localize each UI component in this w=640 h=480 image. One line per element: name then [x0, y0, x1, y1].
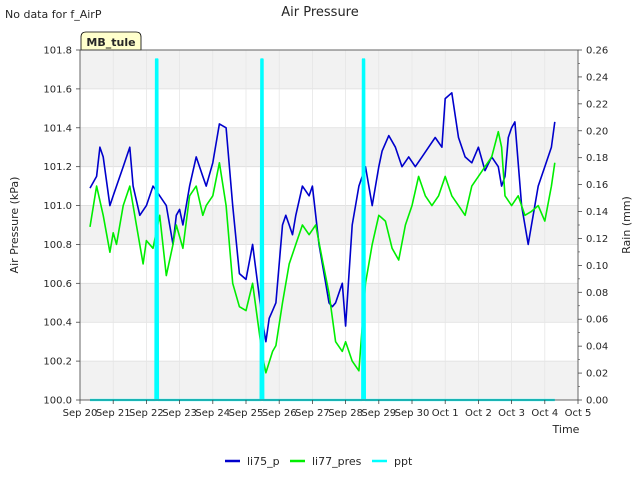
x-tick-label: Sep 23 [162, 408, 197, 419]
x-tick-label: Sep 28 [328, 408, 363, 419]
legend-label-li75_p: li75_p [247, 455, 280, 468]
x-tick-label: Sep 21 [96, 408, 131, 419]
y2-tick-label: 0.12 [586, 234, 608, 245]
y2-tick-label: 0.26 [586, 46, 608, 57]
x-tick-label: Oct 5 [565, 408, 592, 419]
y-axis-label: Air Pressure (kPa) [8, 177, 21, 274]
station-badge: MB_tule [80, 31, 142, 51]
y2-axis-label: Rain (mm) [620, 196, 633, 254]
x-tick-label: Oct 2 [465, 408, 492, 419]
x-tick-label: Sep 26 [262, 408, 297, 419]
y-tick-label: 100.6 [43, 279, 72, 290]
x-tick-label: Oct 4 [531, 408, 558, 419]
y-tick-label: 100.4 [43, 318, 72, 329]
y2-tick-label: 0.04 [586, 342, 608, 353]
y2-tick-label: 0.14 [586, 207, 608, 218]
x-tick-label: Sep 30 [395, 408, 430, 419]
y2-tick-label: 0.06 [586, 315, 608, 326]
plot-band [80, 205, 578, 245]
y2-tick-label: 0.16 [586, 180, 608, 191]
x-tick-label: Sep 29 [361, 408, 396, 419]
chart-title: Air Pressure [281, 5, 359, 20]
x-tick-label: Oct 1 [432, 408, 459, 419]
y2-tick-label: 0.00 [586, 396, 608, 407]
plot-band [80, 361, 578, 400]
y2-tick-label: 0.08 [586, 288, 608, 299]
legend: li75_p li77_pres ppt [225, 455, 413, 468]
legend-label-ppt: ppt [394, 455, 413, 468]
y2-tick-label: 0.10 [586, 261, 608, 272]
y-tick-label: 101.4 [43, 123, 72, 134]
y-tick-label: 100.0 [43, 396, 72, 407]
y2-tick-label: 0.22 [586, 99, 608, 110]
plot-area [79, 49, 579, 401]
no-data-note: No data for f_AirP [5, 8, 102, 21]
station-badge-label: MB_tule [86, 36, 135, 49]
y-tick-label: 100.8 [43, 240, 72, 251]
y-tick-label: 101.8 [43, 46, 72, 57]
y-tick-label: 101.2 [43, 162, 72, 173]
series-line-li77_pres [89, 130, 556, 374]
x-tick-label: Oct 3 [498, 408, 525, 419]
x-axis-label: Time [552, 423, 580, 436]
x-tick-label: Sep 24 [195, 408, 230, 419]
y-tick-label: 101.0 [43, 201, 72, 212]
y2-tick-label: 0.02 [586, 369, 608, 380]
y-tick-label: 101.6 [43, 84, 72, 95]
y2-tick-label: 0.18 [586, 153, 608, 164]
plot-band [80, 50, 578, 89]
x-tick-label: Sep 25 [229, 408, 264, 419]
y2-tick-label: 0.20 [586, 126, 608, 137]
y-tick-label: 100.2 [43, 357, 72, 368]
x-tick-label: Sep 20 [63, 408, 98, 419]
x-tick-label: Sep 22 [129, 408, 164, 419]
legend-label-li77_pres: li77_pres [312, 455, 362, 468]
x-tick-label: Sep 27 [295, 408, 330, 419]
y2-tick-label: 0.24 [586, 72, 608, 83]
